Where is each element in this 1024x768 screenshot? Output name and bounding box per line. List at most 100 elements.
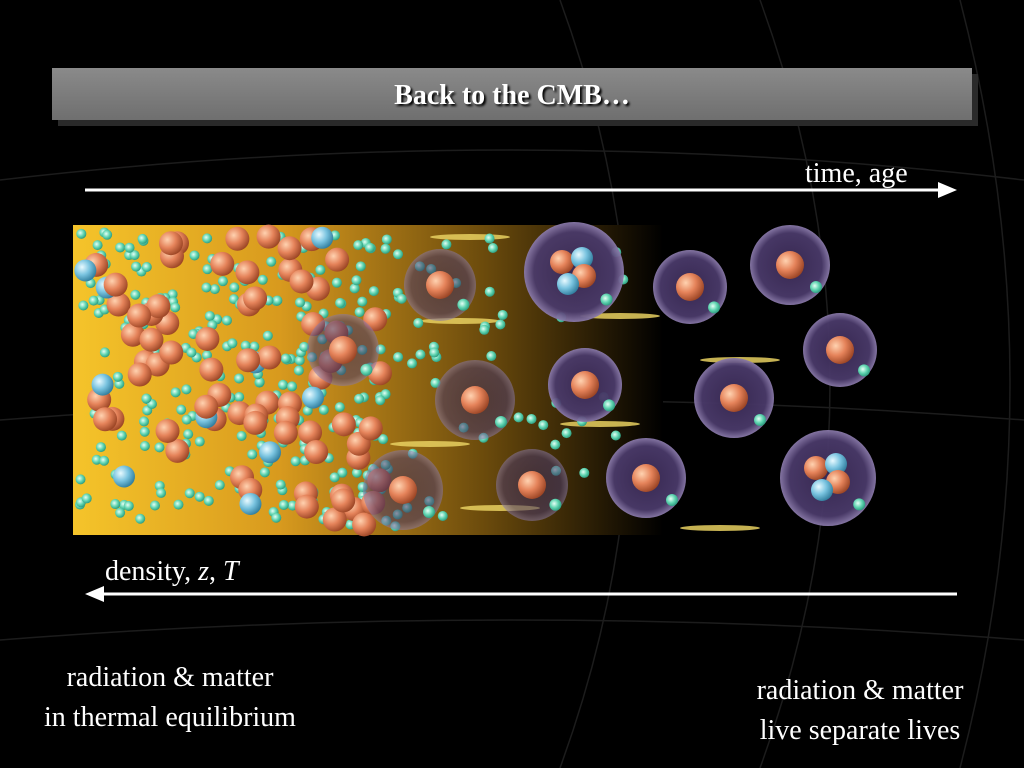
electron (112, 371, 123, 382)
label-part: T (222, 556, 239, 587)
electron (550, 439, 561, 450)
photon-streak (390, 441, 470, 447)
electron (526, 413, 537, 424)
time-arrowhead (938, 182, 957, 198)
electron (194, 491, 205, 502)
electron (137, 233, 148, 244)
electron (396, 293, 407, 304)
proton (235, 260, 260, 285)
helium-nucleus (112, 465, 135, 488)
electron (170, 387, 181, 398)
electron (754, 414, 766, 426)
electron (277, 379, 288, 390)
electron (227, 338, 238, 349)
electron (99, 347, 110, 358)
electron (81, 493, 92, 504)
electron (315, 264, 326, 275)
electron (495, 416, 507, 428)
electron (234, 373, 245, 384)
proton (158, 231, 183, 256)
electron (202, 233, 213, 244)
electron (156, 487, 167, 498)
electron (229, 282, 240, 293)
electron (201, 282, 212, 293)
electron (287, 381, 298, 392)
photon-streak (430, 234, 510, 240)
electron (484, 233, 495, 244)
photon-streak (680, 525, 760, 531)
electron (102, 229, 113, 240)
electron (497, 309, 508, 320)
helium-nucleus (91, 373, 114, 396)
electron (78, 300, 89, 311)
electron (110, 499, 121, 510)
electron (91, 454, 102, 465)
neutron (571, 247, 593, 269)
electron (318, 404, 329, 415)
electron (275, 479, 286, 490)
electron (257, 274, 268, 285)
proton (826, 336, 854, 364)
proton (298, 420, 323, 445)
electron (139, 426, 150, 437)
electron (129, 250, 140, 261)
electron (141, 262, 152, 273)
proton (289, 269, 314, 294)
electron (202, 264, 213, 275)
proton (325, 247, 350, 272)
proton (358, 416, 383, 441)
electron (189, 250, 200, 261)
proton (294, 494, 319, 519)
proton (804, 456, 828, 480)
electron (360, 363, 373, 376)
neutron (825, 453, 847, 475)
electron (810, 281, 822, 293)
electron (154, 442, 165, 453)
density-arrowhead (85, 586, 104, 602)
proton (304, 439, 329, 464)
electron (858, 364, 871, 377)
electron (173, 499, 184, 510)
electron (262, 330, 273, 341)
proton (518, 471, 546, 499)
proton (106, 292, 131, 317)
proton (426, 271, 454, 299)
electron (88, 295, 99, 306)
electron (295, 297, 306, 308)
proton (199, 357, 224, 382)
electron (181, 384, 192, 395)
proton (389, 476, 417, 504)
proton (461, 386, 489, 414)
electron (221, 315, 232, 326)
electron (355, 261, 366, 272)
caption-line: radiation & matter (756, 675, 964, 706)
proton (550, 250, 574, 274)
proton (194, 394, 219, 419)
helium-nucleus (74, 259, 97, 282)
proton (331, 412, 356, 437)
electron (115, 507, 126, 518)
electron (610, 430, 621, 441)
helium-nucleus (239, 492, 262, 515)
electron (194, 436, 205, 447)
electron (337, 467, 348, 478)
electron (183, 429, 194, 440)
electron (181, 414, 192, 425)
electron (375, 395, 386, 406)
density-label: density, z, T (105, 556, 239, 588)
electron (209, 284, 220, 295)
electron (247, 449, 258, 460)
neutron (811, 479, 833, 501)
electron (139, 440, 150, 451)
electron (429, 347, 440, 358)
electron (479, 324, 490, 335)
electron (329, 472, 340, 483)
proton (676, 273, 704, 301)
electron (437, 510, 448, 521)
proton (322, 507, 347, 532)
proton (93, 407, 118, 432)
label-part: z (198, 556, 209, 587)
electron (486, 351, 497, 362)
electron (549, 498, 562, 511)
electron (95, 442, 106, 453)
